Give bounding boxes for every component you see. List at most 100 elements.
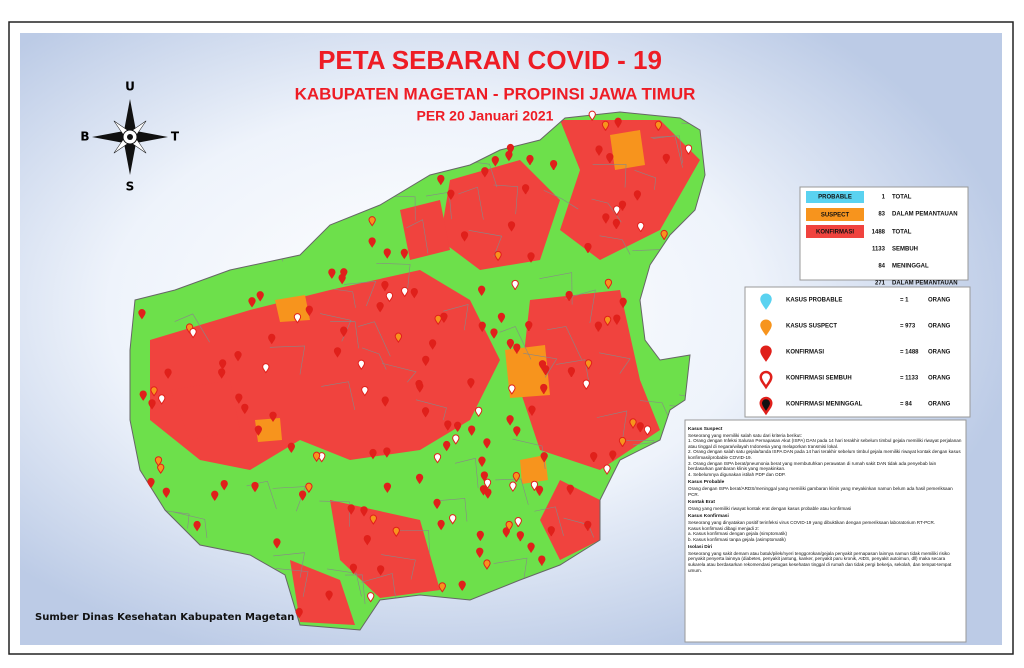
summary-category: PROBABLE bbox=[818, 195, 852, 201]
case-pin bbox=[428, 339, 437, 350]
case-pin bbox=[483, 478, 492, 490]
district-border bbox=[173, 511, 208, 539]
notes-heading: Kasus Konfirmasi bbox=[688, 514, 729, 520]
case-pin bbox=[460, 231, 469, 242]
case-pin bbox=[385, 291, 394, 303]
notes-heading: Kontak Erat bbox=[688, 500, 715, 506]
district-border bbox=[592, 164, 627, 188]
legend-pin bbox=[759, 370, 773, 390]
case-pins bbox=[138, 110, 693, 619]
case-pin bbox=[293, 313, 302, 324]
summary-value: 1 bbox=[882, 195, 886, 201]
case-pin bbox=[506, 339, 515, 350]
case-pin bbox=[369, 514, 377, 525]
notes-line: a. Kasus konfirmasi dengan gejala (simpt… bbox=[688, 531, 788, 537]
case-pin bbox=[383, 248, 391, 259]
case-pin bbox=[502, 527, 510, 538]
case-pin bbox=[138, 309, 146, 320]
compass-west: B bbox=[80, 130, 89, 144]
case-pin bbox=[164, 368, 172, 379]
district-border bbox=[381, 362, 417, 383]
notes-line: Seseorang yang sakit demam atau batuk/pi… bbox=[688, 550, 952, 573]
district-border bbox=[523, 353, 558, 378]
case-pin bbox=[415, 379, 423, 391]
legend-label: KASUS SUSPECT bbox=[786, 324, 837, 330]
district-border bbox=[361, 573, 397, 603]
case-pin bbox=[269, 411, 277, 422]
case-pin bbox=[505, 520, 513, 532]
case-pin bbox=[525, 321, 533, 332]
case-pin bbox=[483, 559, 491, 570]
district-border bbox=[344, 281, 377, 307]
notes-line: 3. Orang dengan ISPA berat/pneumonia ber… bbox=[688, 460, 937, 472]
case-pin bbox=[595, 145, 603, 156]
case-pin bbox=[538, 555, 546, 566]
case-pin bbox=[458, 580, 466, 592]
legend-value: = 1133 bbox=[900, 376, 919, 382]
case-pin bbox=[368, 237, 376, 248]
case-pin bbox=[514, 517, 522, 528]
case-pin bbox=[549, 160, 558, 170]
case-pin bbox=[508, 384, 516, 395]
case-pin bbox=[383, 447, 391, 458]
notes-line: b. Kasus konfirmasi tanpa gejala (asimpt… bbox=[688, 536, 786, 542]
case-pin bbox=[147, 477, 155, 489]
case-pin bbox=[256, 291, 264, 302]
case-pin bbox=[613, 314, 621, 325]
summary-value: 271 bbox=[875, 281, 886, 287]
legend-unit: ORANG bbox=[928, 376, 951, 382]
district-border bbox=[458, 186, 484, 220]
case-pin bbox=[603, 464, 611, 475]
case-pin bbox=[287, 442, 295, 454]
case-pin bbox=[540, 452, 548, 463]
summary-label: MENINGGAL bbox=[892, 264, 929, 270]
case-pin bbox=[584, 520, 592, 532]
district-border bbox=[361, 347, 387, 370]
case-pin bbox=[633, 190, 642, 201]
case-pin bbox=[506, 143, 515, 155]
case-pin bbox=[312, 451, 321, 463]
district-border bbox=[358, 321, 391, 357]
case-pin bbox=[241, 403, 249, 415]
legend-pin bbox=[760, 345, 772, 362]
case-pin bbox=[602, 213, 610, 224]
legend-unit: ORANG bbox=[928, 402, 951, 408]
district-border bbox=[591, 198, 622, 223]
legend-pin bbox=[760, 319, 772, 336]
summary-label: TOTAL bbox=[892, 195, 912, 201]
case-pin bbox=[511, 279, 519, 291]
case-pin bbox=[218, 368, 226, 379]
case-pin bbox=[636, 422, 644, 433]
case-pin bbox=[443, 440, 451, 452]
compass-north: U bbox=[125, 80, 135, 94]
case-pin bbox=[211, 490, 219, 502]
case-pin bbox=[189, 328, 197, 339]
notes-heading: Isolasi Diri bbox=[688, 545, 713, 551]
notes-line: 4. Sebelumnya digunakan istilah PDP dan … bbox=[688, 471, 786, 477]
district-border bbox=[330, 321, 359, 349]
case-pin bbox=[468, 425, 476, 436]
case-pin bbox=[513, 426, 521, 437]
case-pin bbox=[434, 314, 442, 326]
case-pin bbox=[480, 471, 489, 482]
case-pin bbox=[347, 504, 355, 515]
case-pin bbox=[662, 153, 670, 165]
summary-value: 83 bbox=[878, 212, 885, 218]
case-pin bbox=[220, 480, 228, 491]
case-pin bbox=[566, 484, 574, 496]
legend-box: KASUS PROBABLE = 1 ORANG KASUS SUSPECT = 973… bbox=[744, 286, 971, 418]
summary-label: DALAM PEMANTAUAN bbox=[892, 281, 958, 287]
case-pin bbox=[509, 481, 517, 492]
district-border bbox=[596, 410, 628, 445]
notes-line: Kasus konfirmasi dibagi menjadi 2: bbox=[688, 525, 759, 531]
district-border bbox=[386, 196, 416, 221]
case-pin bbox=[338, 273, 346, 285]
district-border bbox=[381, 554, 416, 580]
case-pin bbox=[150, 386, 158, 397]
case-pin bbox=[219, 359, 227, 370]
case-pin bbox=[584, 242, 592, 254]
notes-heading: Kasus Probable bbox=[688, 480, 725, 486]
case-pin bbox=[447, 189, 455, 201]
case-pin bbox=[609, 450, 617, 461]
